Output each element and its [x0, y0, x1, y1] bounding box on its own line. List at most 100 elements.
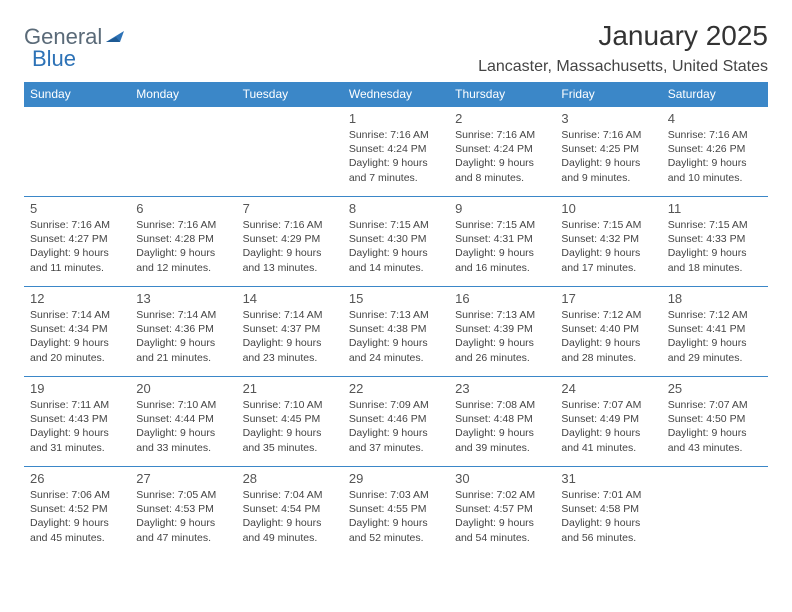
day-header-wednesday: Wednesday: [343, 82, 449, 107]
empty-cell: [662, 467, 768, 557]
day-info: Sunrise: 7:16 AMSunset: 4:26 PMDaylight:…: [668, 128, 762, 185]
day-cell: 1 Sunrise: 7:16 AMSunset: 4:24 PMDaylight…: [343, 107, 449, 197]
day-info: Sunrise: 7:04 AMSunset: 4:54 PMDaylight:…: [243, 488, 337, 545]
day-info: Sunrise: 7:08 AMSunset: 4:48 PMDaylight:…: [455, 398, 549, 455]
day-info: Sunrise: 7:15 AMSunset: 4:30 PMDaylight:…: [349, 218, 443, 275]
day-header-thursday: Thursday: [449, 82, 555, 107]
day-number: 23: [455, 381, 549, 396]
day-cell: 4Sunrise: 7:16 AMSunset: 4:26 PMDaylight…: [662, 107, 768, 197]
day-cell: 2 Sunrise: 7:16 AMSunset: 4:24 PMDaylight…: [449, 107, 555, 197]
day-number: 28: [243, 471, 337, 486]
day-cell: 23 Sunrise: 7:08 AMSunset: 4:48 PMDayligh…: [449, 377, 555, 467]
day-cell: 26 Sunrise: 7:06 AMSunset: 4:52 PMDayligh…: [24, 467, 130, 557]
day-cell: 29 Sunrise: 7:03 AMSunset: 4:55 PMDayligh…: [343, 467, 449, 557]
day-info: Sunrise: 7:01 AMSunset: 4:58 PMDaylight:…: [561, 488, 655, 545]
day-cell: 9Sunrise: 7:15 AMSunset: 4:31 PMDaylight…: [449, 197, 555, 287]
day-number: 25: [668, 381, 762, 396]
empty-cell: [24, 107, 130, 197]
location: Lancaster, Massachusetts, United States: [478, 58, 768, 76]
day-info: Sunrise: 7:03 AMSunset: 4:55 PMDaylight:…: [349, 488, 443, 545]
day-number: 13: [136, 291, 230, 306]
logo-text-blue: Blue: [32, 46, 76, 72]
day-info: Sunrise: 7:11 AMSunset: 4:43 PMDaylight:…: [30, 398, 124, 455]
day-number: 17: [561, 291, 655, 306]
day-info: Sunrise: 7:06 AMSunset: 4:52 PMDaylight:…: [30, 488, 124, 545]
day-cell: 20Sunrise: 7:10 AMSunset: 4:44 PMDayligh…: [130, 377, 236, 467]
day-info: Sunrise: 7:13 AMSunset: 4:39 PMDaylight:…: [455, 308, 549, 365]
day-info: Sunrise: 7:14 AMSunset: 4:36 PMDaylight:…: [136, 308, 230, 365]
day-number: 29: [349, 471, 443, 486]
day-header-saturday: Saturday: [662, 82, 768, 107]
day-number: 22: [349, 381, 443, 396]
week-row: 12Sunrise: 7:14 AMSunset: 4:34 PMDayligh…: [24, 287, 768, 377]
day-number: 24: [561, 381, 655, 396]
day-info: Sunrise: 7:15 AMSunset: 4:31 PMDaylight:…: [455, 218, 549, 275]
day-number: 21: [243, 381, 337, 396]
day-cell: 3 Sunrise: 7:16 AMSunset: 4:25 PMDaylight…: [555, 107, 661, 197]
day-cell: 6Sunrise: 7:16 AMSunset: 4:28 PMDaylight…: [130, 197, 236, 287]
day-info: Sunrise: 7:12 AMSunset: 4:40 PMDaylight:…: [561, 308, 655, 365]
day-info: Sunrise: 7:15 AMSunset: 4:33 PMDaylight:…: [668, 218, 762, 275]
day-info: Sunrise: 7:16 AMSunset: 4:24 PMDaylight:…: [349, 128, 443, 185]
day-cell: 30 Sunrise: 7:02 AMSunset: 4:57 PMDayligh…: [449, 467, 555, 557]
day-info: Sunrise: 7:10 AMSunset: 4:45 PMDaylight:…: [243, 398, 337, 455]
day-number: 30: [455, 471, 549, 486]
day-cell: 16Sunrise: 7:13 AMSunset: 4:39 PMDayligh…: [449, 287, 555, 377]
day-cell: 11 Sunrise: 7:15 AMSunset: 4:33 PMDayligh…: [662, 197, 768, 287]
day-cell: 18Sunrise: 7:12 AMSunset: 4:41 PMDayligh…: [662, 287, 768, 377]
day-cell: 25 Sunrise: 7:07 AMSunset: 4:50 PMDayligh…: [662, 377, 768, 467]
day-info: Sunrise: 7:16 AMSunset: 4:24 PMDaylight:…: [455, 128, 549, 185]
day-cell: 7 Sunrise: 7:16 AMSunset: 4:29 PMDaylight…: [237, 197, 343, 287]
day-cell: 5 Sunrise: 7:16 AMSunset: 4:27 PMDaylight…: [24, 197, 130, 287]
day-header-monday: Monday: [130, 82, 236, 107]
day-info: Sunrise: 7:13 AMSunset: 4:38 PMDaylight:…: [349, 308, 443, 365]
day-cell: 22Sunrise: 7:09 AMSunset: 4:46 PMDayligh…: [343, 377, 449, 467]
day-number: 1: [349, 111, 443, 126]
week-row: 5 Sunrise: 7:16 AMSunset: 4:27 PMDaylight…: [24, 197, 768, 287]
day-number: 8: [349, 201, 443, 216]
day-cell: 17 Sunrise: 7:12 AMSunset: 4:40 PMDayligh…: [555, 287, 661, 377]
day-info: Sunrise: 7:05 AMSunset: 4:53 PMDaylight:…: [136, 488, 230, 545]
day-info: Sunrise: 7:07 AMSunset: 4:50 PMDaylight:…: [668, 398, 762, 455]
day-number: 26: [30, 471, 124, 486]
day-number: 3: [561, 111, 655, 126]
day-cell: 10 Sunrise: 7:15 AMSunset: 4:32 PMDayligh…: [555, 197, 661, 287]
day-cell: 14Sunrise: 7:14 AMSunset: 4:37 PMDayligh…: [237, 287, 343, 377]
day-cell: 21 Sunrise: 7:10 AMSunset: 4:45 PMDayligh…: [237, 377, 343, 467]
day-number: 19: [30, 381, 124, 396]
day-info: Sunrise: 7:16 AMSunset: 4:29 PMDaylight:…: [243, 218, 337, 275]
title-block: January 2025 Lancaster, Massachusetts, U…: [478, 20, 768, 76]
day-header-friday: Friday: [555, 82, 661, 107]
day-cell: 28 Sunrise: 7:04 AMSunset: 4:54 PMDayligh…: [237, 467, 343, 557]
day-cell: 13 Sunrise: 7:14 AMSunset: 4:36 PMDayligh…: [130, 287, 236, 377]
week-row: 19 Sunrise: 7:11 AMSunset: 4:43 PMDayligh…: [24, 377, 768, 467]
day-number: 27: [136, 471, 230, 486]
day-info: Sunrise: 7:16 AMSunset: 4:27 PMDaylight:…: [30, 218, 124, 275]
day-cell: 24Sunrise: 7:07 AMSunset: 4:49 PMDayligh…: [555, 377, 661, 467]
day-cell: 19 Sunrise: 7:11 AMSunset: 4:43 PMDayligh…: [24, 377, 130, 467]
day-info: Sunrise: 7:14 AMSunset: 4:37 PMDaylight:…: [243, 308, 337, 365]
day-number: 11: [668, 201, 762, 216]
day-header-sunday: Sunday: [24, 82, 130, 107]
day-number: 15: [349, 291, 443, 306]
day-number: 7: [243, 201, 337, 216]
day-info: Sunrise: 7:15 AMSunset: 4:32 PMDaylight:…: [561, 218, 655, 275]
week-row: 26 Sunrise: 7:06 AMSunset: 4:52 PMDayligh…: [24, 467, 768, 557]
header: General January 2025 Lancaster, Massachu…: [24, 20, 768, 76]
day-cell: 8 Sunrise: 7:15 AMSunset: 4:30 PMDaylight…: [343, 197, 449, 287]
day-header-tuesday: Tuesday: [237, 82, 343, 107]
day-cell: 31Sunrise: 7:01 AMSunset: 4:58 PMDayligh…: [555, 467, 661, 557]
day-cell: 27 Sunrise: 7:05 AMSunset: 4:53 PMDayligh…: [130, 467, 236, 557]
week-row: 1 Sunrise: 7:16 AMSunset: 4:24 PMDaylight…: [24, 107, 768, 197]
day-number: 10: [561, 201, 655, 216]
day-info: Sunrise: 7:16 AMSunset: 4:28 PMDaylight:…: [136, 218, 230, 275]
day-info: Sunrise: 7:02 AMSunset: 4:57 PMDaylight:…: [455, 488, 549, 545]
day-info: Sunrise: 7:16 AMSunset: 4:25 PMDaylight:…: [561, 128, 655, 185]
day-info: Sunrise: 7:12 AMSunset: 4:41 PMDaylight:…: [668, 308, 762, 365]
day-cell: 15 Sunrise: 7:13 AMSunset: 4:38 PMDayligh…: [343, 287, 449, 377]
logo-line2: Blue: [34, 42, 76, 72]
empty-cell: [130, 107, 236, 197]
day-number: 20: [136, 381, 230, 396]
day-number: 5: [30, 201, 124, 216]
day-number: 2: [455, 111, 549, 126]
